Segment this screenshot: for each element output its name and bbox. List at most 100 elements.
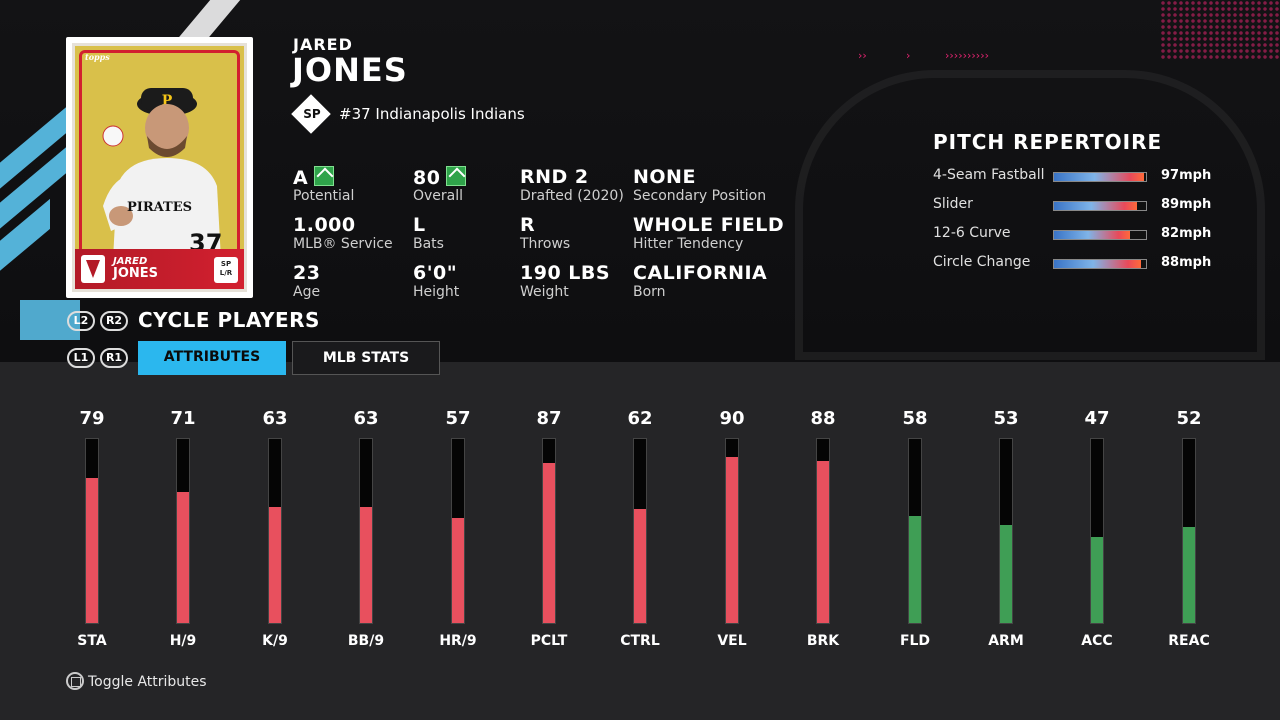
- card-art: P PIRATES 37 topps JARED JONES SP L/R: [72, 43, 247, 292]
- attribute-value: 88: [810, 408, 836, 429]
- info-label: Born: [633, 284, 666, 300]
- attribute-value: 63: [353, 408, 379, 429]
- info-label: MLB® Service: [293, 236, 393, 252]
- info-value-text: CALIFORNIA: [633, 262, 768, 284]
- attribute-sta[interactable]: 79 STA: [62, 408, 122, 658]
- attribute-bar: [1090, 438, 1104, 624]
- pitch-row: Circle Change 88mph: [933, 254, 1223, 274]
- attribute-bar-fill: [634, 508, 646, 623]
- l1-button-icon[interactable]: L1: [67, 348, 95, 368]
- pitch-rating-fill: [1054, 202, 1137, 210]
- tab-mlb-stats[interactable]: MLB STATS: [292, 341, 440, 375]
- upgrade-arrow-icon: [446, 166, 467, 186]
- info-value-text: WHOLE FIELD: [633, 214, 785, 236]
- attribute-arm[interactable]: 53 ARM: [976, 408, 1036, 658]
- attribute-value: 62: [627, 408, 653, 429]
- attribute-reac[interactable]: 52 REAC: [1159, 408, 1219, 658]
- attribute-value: 79: [79, 408, 105, 429]
- attribute-value: 90: [719, 408, 745, 429]
- player-card[interactable]: P PIRATES 37 topps JARED JONES SP L/R: [66, 37, 253, 298]
- attribute-value: 53: [993, 408, 1019, 429]
- info-value: L: [413, 214, 426, 236]
- card-position-badge: SP L/R: [214, 257, 238, 283]
- position-label: SP: [303, 107, 321, 121]
- toggle-attributes-label: Toggle Attributes: [88, 674, 207, 690]
- upgrade-arrow-icon: [314, 166, 335, 186]
- attribute-name: K/9: [262, 633, 288, 649]
- info-value-text: 23: [293, 262, 321, 284]
- attribute-brk[interactable]: 88 BRK: [793, 408, 853, 658]
- pitch-speed: 89mph: [1161, 197, 1212, 212]
- attribute-name: STA: [77, 633, 107, 649]
- team-logo-icon: [81, 255, 105, 283]
- attribute-bar: [908, 438, 922, 624]
- attribute-k-9[interactable]: 63 K/9: [245, 408, 305, 658]
- pitch-row: 12-6 Curve 82mph: [933, 225, 1223, 245]
- l2-button-icon[interactable]: L2: [67, 311, 95, 331]
- attribute-bar-fill: [1000, 525, 1012, 623]
- r2-button-icon[interactable]: R2: [100, 311, 128, 331]
- attribute-bar-fill: [452, 518, 464, 623]
- tab-attributes[interactable]: ATTRIBUTES: [138, 341, 286, 375]
- info-label: Hitter Tendency: [633, 236, 744, 252]
- info-value-text: 1.000: [293, 214, 356, 236]
- attribute-value: 71: [170, 408, 196, 429]
- info-value: 23: [293, 262, 320, 284]
- info-value: 80: [413, 166, 467, 189]
- attribute-fld[interactable]: 58 FLD: [885, 408, 945, 658]
- attribute-name: ARM: [988, 633, 1024, 649]
- info-value: 190 LBS: [520, 262, 610, 284]
- info-label: Overall: [413, 188, 464, 204]
- attribute-bar-fill: [360, 507, 372, 623]
- card-brand-logo: topps: [85, 52, 110, 62]
- square-button-icon: [66, 672, 84, 690]
- card-last-name: JONES: [113, 266, 159, 281]
- info-value-text: R: [520, 214, 536, 236]
- attribute-value: 58: [902, 408, 928, 429]
- attribute-bar-fill: [86, 477, 98, 623]
- player-first-name: JARED: [293, 35, 353, 54]
- attribute-bar: [268, 438, 282, 624]
- r1-button-icon[interactable]: R1: [100, 348, 128, 368]
- attribute-h-9[interactable]: 71 H/9: [153, 408, 213, 658]
- attribute-bar-fill: [1183, 527, 1195, 623]
- attribute-bar-fill: [177, 492, 189, 623]
- attribute-bar-fill: [269, 507, 281, 623]
- info-value-text: 6'0": [413, 262, 458, 284]
- pitch-rating-fill: [1054, 173, 1145, 181]
- attribute-value: 87: [536, 408, 562, 429]
- info-value: A: [293, 166, 335, 189]
- pitch-speed: 88mph: [1161, 255, 1212, 270]
- attribute-pclt[interactable]: 87 PCLT: [519, 408, 579, 658]
- attribute-vel[interactable]: 90 VEL: [702, 408, 762, 658]
- attribute-name: BRK: [806, 633, 840, 649]
- info-value-text: A: [293, 167, 309, 189]
- pitch-rating-fill: [1054, 260, 1142, 268]
- attribute-bar-fill: [909, 516, 921, 623]
- decor-arrows: ›: [906, 49, 911, 62]
- toggle-attributes-hint[interactable]: Toggle Attributes: [66, 672, 207, 690]
- team-line: #37 Indianapolis Indians: [339, 105, 525, 123]
- info-value-text: RND 2: [520, 166, 589, 188]
- pitch-name: 12-6 Curve: [933, 225, 1011, 241]
- attribute-bar-fill: [1091, 536, 1103, 623]
- info-label: Potential: [293, 188, 355, 204]
- attribute-bb-9[interactable]: 63 BB/9: [336, 408, 396, 658]
- attribute-hr-9[interactable]: 57 HR/9: [428, 408, 488, 658]
- attribute-name: HR/9: [439, 633, 477, 649]
- jersey-text: PIRATES: [127, 200, 192, 215]
- attribute-name: ACC: [1081, 633, 1113, 649]
- info-value: NONE: [633, 166, 696, 188]
- attribute-name: PCLT: [530, 633, 568, 649]
- attribute-bar: [725, 438, 739, 624]
- attribute-bar: [542, 438, 556, 624]
- attribute-ctrl[interactable]: 62 CTRL: [610, 408, 670, 658]
- pitch-rating-fill: [1054, 231, 1131, 239]
- attribute-bar-fill: [726, 457, 738, 623]
- attribute-acc[interactable]: 47 ACC: [1067, 408, 1127, 658]
- info-value-text: L: [413, 214, 426, 236]
- pitch-rating-bar: [1053, 172, 1147, 182]
- pitch-rating-bar: [1053, 230, 1147, 240]
- svg-text:P: P: [162, 93, 173, 109]
- attribute-name: H/9: [169, 633, 197, 649]
